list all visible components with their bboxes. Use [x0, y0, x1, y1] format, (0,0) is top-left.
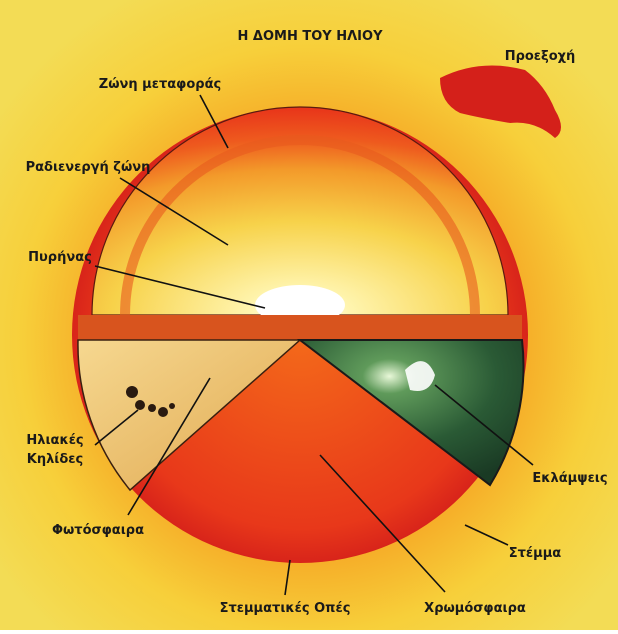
- label: Εκλάμψεις: [532, 471, 607, 486]
- label: Ηλιακές: [26, 433, 83, 448]
- label: Ζώνη μεταφοράς: [99, 77, 221, 92]
- label: Ραδιενεργή ζώνη: [26, 160, 151, 175]
- label: Πυρήνας: [28, 250, 92, 265]
- label: Κηλίδες: [27, 452, 84, 467]
- label: Στέμμα: [509, 546, 562, 561]
- title: Η ΔΟΜΗ ΤΟΥ ΗΛΙΟΥ: [238, 29, 384, 44]
- label: Χρωμόσφαιρα: [424, 601, 526, 616]
- sun-structure-diagram: Η ΔΟΜΗ ΤΟΥ ΗΛΙΟΥ Προεξοχή Ζώνη μεταφοράς…: [0, 0, 618, 630]
- label: Φωτόσφαιρα: [52, 523, 144, 538]
- label: Στεμματικές Οπές: [220, 601, 351, 616]
- equator-band: [78, 315, 522, 340]
- label: Προεξοχή: [505, 49, 576, 64]
